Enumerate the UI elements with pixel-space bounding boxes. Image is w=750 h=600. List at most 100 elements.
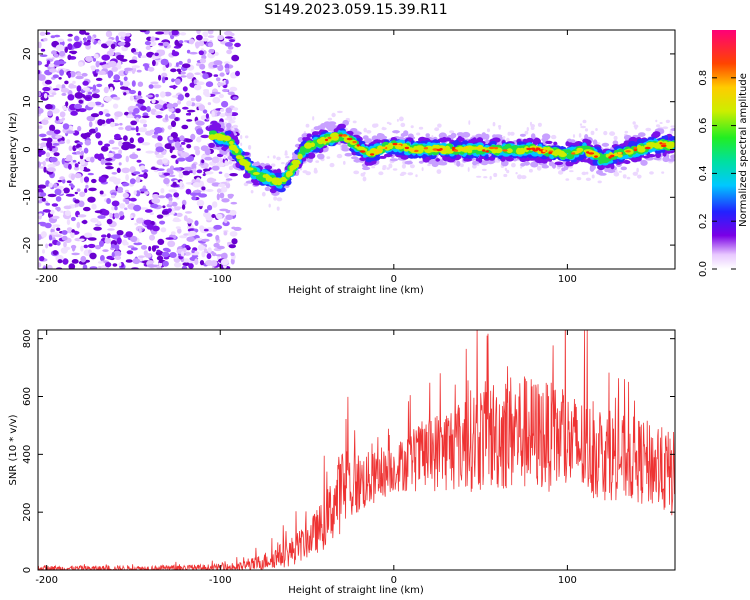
spectrogram-cell — [79, 30, 87, 35]
spectrogram-cell — [229, 117, 233, 121]
spectrogram-cell — [47, 110, 53, 117]
spectrogram-cell — [582, 119, 587, 124]
spectrogram-cell — [211, 91, 221, 95]
spectrogram-cell — [40, 142, 48, 148]
spectrogram-cell — [541, 164, 549, 169]
x-tick-label: -100 — [209, 274, 232, 285]
spectrogram-cell — [53, 129, 61, 135]
spectrogram-cell — [45, 157, 50, 162]
spectrogram-cell — [92, 84, 97, 91]
spectrogram-cell — [133, 242, 143, 246]
spectrogram-cell — [76, 188, 81, 192]
spectrogram-cell — [114, 111, 123, 117]
spectrogram-cell — [99, 190, 104, 195]
spectrogram-cell — [209, 130, 216, 135]
spectrogram-cell — [512, 157, 518, 162]
spectrogram-cell — [83, 206, 91, 212]
spectrogram-cell — [164, 143, 173, 150]
spectrogram-cell — [77, 125, 82, 132]
spectrogram-cell — [101, 64, 111, 69]
spectrogram-cell — [644, 146, 651, 150]
spectrogram-cell — [507, 131, 511, 136]
spectrogram-cell — [66, 219, 71, 226]
spectrogram-cell — [493, 172, 498, 178]
spectrogram-cell — [216, 162, 225, 168]
spectrogram-cell — [582, 159, 592, 163]
spectrogram-cell — [61, 105, 67, 109]
spectrogram-cell — [576, 177, 582, 181]
spectrogram-cell — [399, 116, 404, 122]
spectrogram-cell — [110, 43, 116, 50]
spectrogram-cell — [636, 167, 639, 173]
spectrogram-cell — [179, 135, 185, 142]
spectrogram-cell — [151, 98, 156, 104]
spectrogram-cell — [61, 158, 65, 165]
spectrogram-cell — [66, 139, 71, 144]
spectrogram-cell — [162, 260, 169, 267]
spectrogram-cell — [66, 227, 73, 232]
spectrogram-cell — [79, 164, 85, 171]
spectrogram-cell — [77, 214, 87, 218]
spectrogram-cell — [151, 197, 161, 204]
spectrogram-cell — [79, 159, 86, 165]
spectrogram-cell — [60, 87, 70, 93]
spectrogram-cell — [68, 163, 72, 170]
spectrogram-cell — [421, 167, 424, 172]
spectrogram-cell — [109, 121, 116, 128]
spectrogram-cell — [158, 195, 166, 199]
spectrogram-cell — [456, 132, 465, 137]
spectrogram-cell — [162, 65, 167, 72]
spectrogram-cell — [166, 103, 174, 109]
spectrogram-cell — [124, 189, 130, 193]
spectrogram-cell — [49, 147, 53, 152]
spectrogram-cell — [173, 206, 182, 210]
spectrogram-cell — [130, 127, 136, 131]
spectrogram-cell — [76, 221, 81, 229]
spectrogram-cell — [425, 133, 430, 138]
spectrogram-cell — [74, 202, 80, 208]
spectrogram-cell — [155, 93, 159, 98]
spectrogram-cell — [100, 255, 105, 262]
spectrogram-cell — [327, 117, 333, 121]
spectrogram-cell — [95, 245, 101, 250]
spectrogram-cell — [186, 72, 194, 80]
spectrogram-cell — [199, 58, 207, 64]
spectrogram-cell — [218, 157, 223, 162]
spectrogram-cell — [418, 126, 424, 130]
spectrogram-cell — [133, 114, 142, 120]
spectrogram-cell — [123, 92, 127, 96]
y-tick-label: -20 — [22, 237, 33, 253]
spectrogram-cell — [168, 189, 178, 193]
spectrogram-cell — [196, 128, 204, 135]
spectrogram-cell — [135, 117, 140, 123]
spectrogram-cell — [157, 238, 165, 245]
spectrogram-cell — [154, 52, 159, 57]
spectrogram-cell — [670, 128, 675, 131]
spectrogram-cell — [582, 138, 589, 143]
spectrogram-cell — [129, 166, 136, 173]
spectrogram-cell — [160, 188, 165, 194]
spectrogram-cell — [186, 49, 191, 54]
spectrogram-cell — [174, 141, 181, 149]
spectrogram-cell — [354, 157, 360, 163]
spectrogram-cell — [160, 58, 169, 66]
spectrogram-cell — [224, 130, 232, 135]
spectrogram-cell — [97, 220, 101, 225]
spectrogram-cell — [144, 209, 153, 213]
spectrogram-cell — [219, 208, 229, 212]
spectrogram-cell — [125, 174, 129, 181]
spectrogram-cell — [82, 87, 91, 91]
spectrogram-cell — [656, 124, 661, 128]
spectrogram-cell — [87, 237, 97, 241]
spectrogram-cell — [426, 146, 433, 152]
spectrogram-cell — [119, 81, 124, 86]
spectrogram-cell — [202, 168, 211, 172]
spectrogram-cell — [50, 35, 56, 39]
spectrogram-cell — [297, 153, 303, 160]
snr-x-label: Height of straight line (km) — [288, 585, 424, 596]
spectrogram-cell — [38, 133, 47, 138]
spectrogram-cell — [517, 174, 522, 180]
spectrogram-cell — [130, 235, 138, 243]
spectrogram-cell — [182, 86, 188, 92]
spectrogram-cell — [125, 155, 129, 163]
